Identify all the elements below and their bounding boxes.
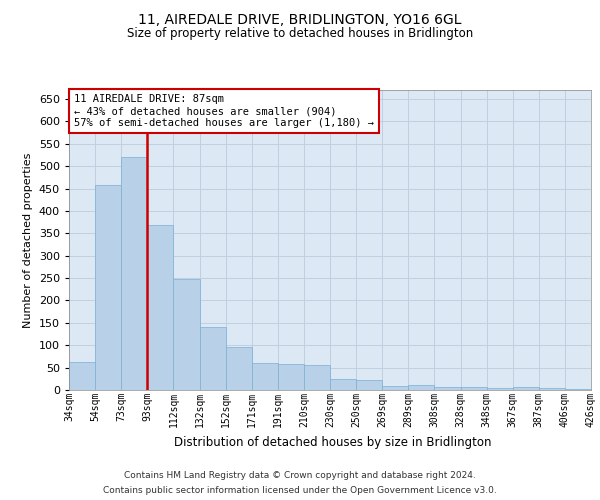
Bar bbox=[252, 363, 278, 390]
Bar bbox=[461, 388, 487, 390]
Bar bbox=[173, 279, 199, 390]
Bar bbox=[199, 328, 226, 390]
Bar bbox=[69, 362, 95, 390]
Bar bbox=[330, 379, 356, 390]
Bar bbox=[121, 156, 148, 390]
Bar bbox=[278, 364, 304, 390]
Text: Distribution of detached houses by size in Bridlington: Distribution of detached houses by size … bbox=[174, 436, 492, 449]
Bar bbox=[487, 388, 513, 390]
Bar bbox=[148, 225, 173, 390]
Bar bbox=[565, 388, 591, 390]
Text: Contains HM Land Registry data © Crown copyright and database right 2024.: Contains HM Land Registry data © Crown c… bbox=[124, 471, 476, 480]
Bar bbox=[434, 387, 461, 390]
Bar bbox=[539, 388, 565, 390]
Bar bbox=[513, 388, 539, 390]
Text: 11 AIREDALE DRIVE: 87sqm
← 43% of detached houses are smaller (904)
57% of semi-: 11 AIREDALE DRIVE: 87sqm ← 43% of detach… bbox=[74, 94, 374, 128]
Bar bbox=[304, 366, 330, 390]
Bar bbox=[409, 384, 434, 390]
Text: Contains public sector information licensed under the Open Government Licence v3: Contains public sector information licen… bbox=[103, 486, 497, 495]
Text: Size of property relative to detached houses in Bridlington: Size of property relative to detached ho… bbox=[127, 28, 473, 40]
Bar bbox=[356, 380, 382, 390]
Y-axis label: Number of detached properties: Number of detached properties bbox=[23, 152, 33, 328]
Bar bbox=[226, 348, 252, 390]
Text: 11, AIREDALE DRIVE, BRIDLINGTON, YO16 6GL: 11, AIREDALE DRIVE, BRIDLINGTON, YO16 6G… bbox=[138, 12, 462, 26]
Bar bbox=[382, 386, 409, 390]
Bar bbox=[95, 186, 121, 390]
